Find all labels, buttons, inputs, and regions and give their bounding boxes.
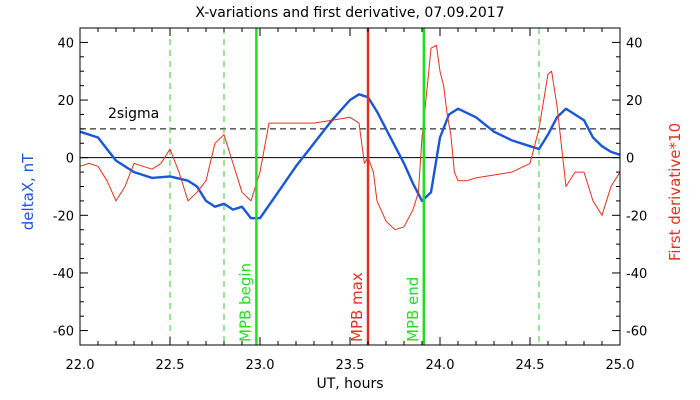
x-tick-label: 23.0 [246,358,275,373]
y-tick-label-right: -60 [626,325,647,340]
y-tick-label-right: 20 [626,94,643,109]
y-tick-label-right: 0 [626,152,634,167]
event-label: MPB max [348,272,366,342]
y-tick-label-right: -20 [626,209,647,224]
x-tick-label: 22.0 [66,358,95,373]
y-tick-label-left: 0 [66,152,74,167]
y-tick-label-right: -40 [626,267,647,282]
chart-title: X-variations and first derivative, 07.09… [195,5,504,21]
y-tick-label-left: -60 [53,325,74,340]
x-tick-label: 25.0 [606,358,635,373]
y-tick-label-left: -40 [53,267,74,282]
x-axis-label: UT, hours [316,376,383,392]
y-tick-label-left: -20 [53,209,74,224]
x-tick-label: 23.5 [336,358,365,373]
x-tick-label: 24.0 [426,358,455,373]
x-tick-label: 22.5 [156,358,185,373]
axis-layer: 22.0 22.5 23.0 23.5 24.0 24.5 25.0 40 40 20 20 0 0 -2… [53,28,647,373]
derivative-series-line [79,44,621,231]
series-layer [79,44,621,231]
y-axis-label-left: deltaX, nT [19,153,37,230]
event-label: MPB end [404,277,422,342]
x-tick-label: 24.5 [516,358,545,373]
sigma-label: 2sigma [108,106,159,122]
reference-layer [80,28,620,345]
y-tick-label-right: 40 [626,36,643,51]
event-label: MPB begin [236,263,254,342]
y-tick-label-left: 40 [57,36,74,51]
y-tick-label-left: 20 [57,94,74,109]
y-axis-label-right: First derivative*10 [666,123,684,261]
event-layer: MPB begin MPB max MPB end [236,28,426,345]
deltaX-series-line [79,93,621,220]
